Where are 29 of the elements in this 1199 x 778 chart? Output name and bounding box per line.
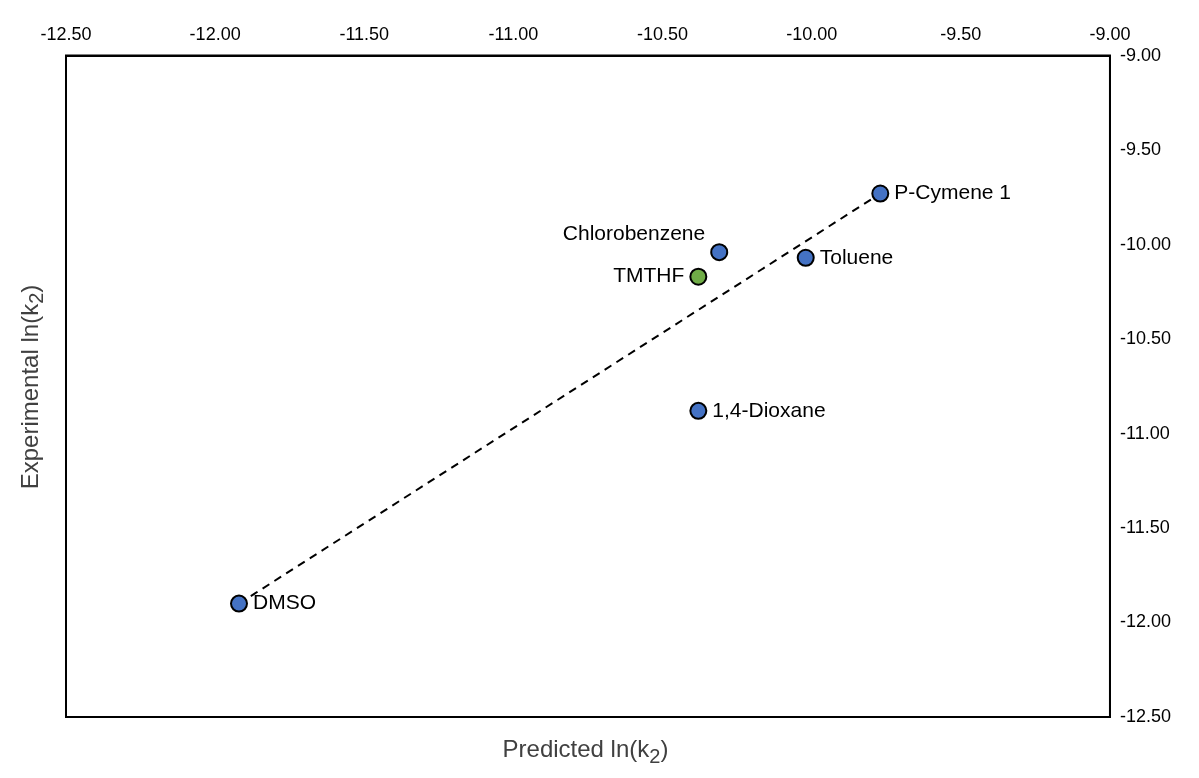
- y-tick-label: -11.00: [1119, 422, 1170, 443]
- y-tick-label: -12.50: [1119, 705, 1172, 726]
- point: [689, 401, 708, 420]
- annotation: Chlorobenzene: [562, 220, 706, 244]
- point: [710, 243, 729, 262]
- annotation: P-Cymene 1: [894, 180, 1012, 204]
- point: [871, 184, 890, 203]
- x-tick-label: -12.50: [40, 23, 92, 44]
- y-tick-label: -11.50: [1119, 517, 1170, 537]
- annotation: 1,4-Dioxane: [712, 397, 826, 421]
- annotation: TMTHF: [613, 263, 685, 287]
- y-tick-label: -10.00: [1119, 233, 1172, 254]
- x-axis-title: Predicted ln(k$_{2}$): [501, 735, 670, 768]
- x-tick-label: -9.50: [940, 23, 982, 44]
- y-tick-label: -10.50: [1119, 328, 1172, 349]
- annotation: DMSO: [253, 590, 316, 614]
- y-tick-label: -9.50: [1119, 139, 1161, 160]
- annotation: Toluene: [819, 244, 894, 268]
- point: [689, 267, 708, 286]
- x-tick-label: -10.00: [786, 23, 838, 44]
- x-tick-label: -11.00: [488, 23, 539, 44]
- x-tick-label: -11.50: [339, 23, 390, 44]
- y-tick-label: -9.00: [1119, 44, 1161, 65]
- x-tick-label: -9.00: [1089, 23, 1131, 44]
- point: [796, 248, 815, 267]
- x-tick-label: -10.50: [637, 23, 689, 44]
- point: [230, 594, 248, 613]
- y-tick-label: -12.00: [1119, 611, 1172, 632]
- x-tick-label: -12.00: [189, 23, 241, 44]
